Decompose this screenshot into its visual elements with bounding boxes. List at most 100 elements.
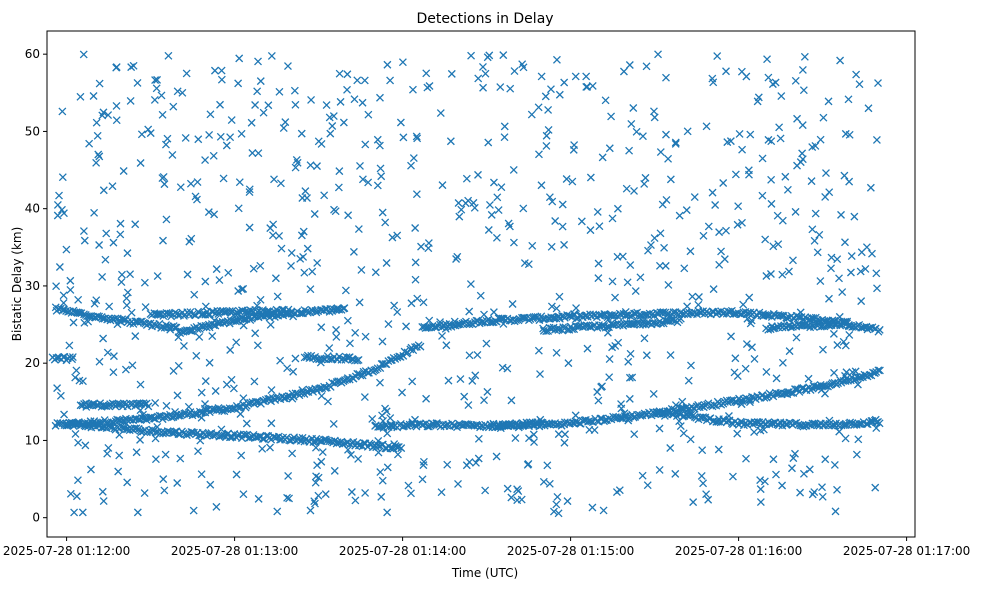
data-point (660, 243, 669, 252)
data-point (69, 318, 78, 327)
data-point (830, 368, 838, 377)
data-point (778, 358, 787, 367)
data-point (852, 70, 861, 79)
data-point (68, 355, 77, 364)
data-point (141, 415, 150, 424)
data-point (139, 410, 147, 419)
data-point (496, 83, 505, 92)
data-point (738, 145, 747, 154)
data-point (542, 131, 551, 140)
data-point (487, 210, 496, 219)
data-point (151, 398, 160, 407)
data-point (599, 506, 608, 515)
data-point (555, 90, 564, 99)
data-point (666, 444, 675, 452)
data-point (299, 227, 308, 236)
data-point (492, 233, 501, 242)
data-point (201, 302, 210, 311)
data-point (560, 438, 569, 447)
data-point (379, 416, 388, 425)
data-point (846, 418, 855, 427)
data-point (357, 265, 366, 274)
data-point (791, 207, 800, 216)
data-point (694, 293, 703, 301)
data-point (822, 169, 830, 178)
data-point (227, 375, 236, 384)
data-point (661, 261, 670, 270)
data-point (769, 455, 778, 464)
data-point (464, 401, 473, 410)
data-point (465, 458, 474, 467)
data-point (454, 199, 463, 207)
data-point (377, 492, 386, 501)
data-point (825, 188, 834, 197)
data-point (270, 175, 278, 184)
data-point (774, 240, 783, 249)
data-point (72, 366, 81, 375)
data-point (742, 340, 751, 348)
data-point (322, 101, 331, 109)
data-point (411, 275, 420, 284)
data-point (382, 259, 391, 267)
data-point (361, 140, 370, 149)
data-point (726, 137, 735, 146)
data-point (744, 166, 753, 175)
data-point (393, 308, 402, 317)
data-point (360, 393, 369, 401)
data-point (396, 118, 405, 127)
data-point (291, 100, 300, 109)
data-point (816, 277, 825, 286)
data-point (92, 158, 101, 167)
data-point (242, 419, 251, 428)
data-point (792, 333, 801, 342)
data-point (120, 315, 129, 324)
data-point (846, 268, 855, 277)
data-point (709, 78, 718, 87)
data-point (162, 401, 171, 410)
data-point (497, 183, 506, 192)
data-point (815, 230, 824, 239)
data-point (217, 75, 226, 84)
data-point (234, 403, 243, 412)
data-point (620, 409, 629, 418)
data-point (232, 317, 240, 326)
data-point (163, 134, 172, 143)
data-point (543, 461, 552, 470)
data-point (381, 218, 390, 227)
data-point (686, 247, 695, 256)
data-point (772, 374, 781, 383)
data-point (187, 327, 196, 336)
data-point (116, 230, 125, 239)
data-point (335, 167, 344, 176)
data-point (484, 138, 493, 147)
data-point (758, 154, 767, 163)
data-point (57, 205, 66, 214)
data-point (558, 222, 567, 231)
plot-frame (46, 30, 916, 538)
data-point (473, 350, 482, 359)
data-point (158, 110, 167, 119)
data-point (854, 435, 863, 444)
data-point (742, 454, 750, 463)
data-point (314, 491, 323, 500)
data-point (75, 376, 84, 385)
data-point (173, 479, 182, 487)
data-point (217, 66, 226, 75)
data-point (201, 156, 210, 165)
data-point (78, 508, 87, 517)
data-point (376, 468, 385, 477)
data-point (331, 207, 340, 216)
data-point (153, 310, 162, 319)
data-point (492, 452, 501, 461)
data-point (709, 285, 718, 294)
data-point (519, 313, 528, 322)
data-point (499, 319, 508, 328)
data-point (796, 308, 805, 317)
data-point (412, 190, 421, 199)
data-point (850, 212, 859, 221)
data-point (586, 226, 595, 235)
data-point (711, 201, 720, 209)
data-point (164, 51, 173, 60)
x-axis: 2025-07-28 01:12:00 2025-07-28 01:13:00 20… (3, 537, 970, 558)
data-point (759, 312, 768, 321)
